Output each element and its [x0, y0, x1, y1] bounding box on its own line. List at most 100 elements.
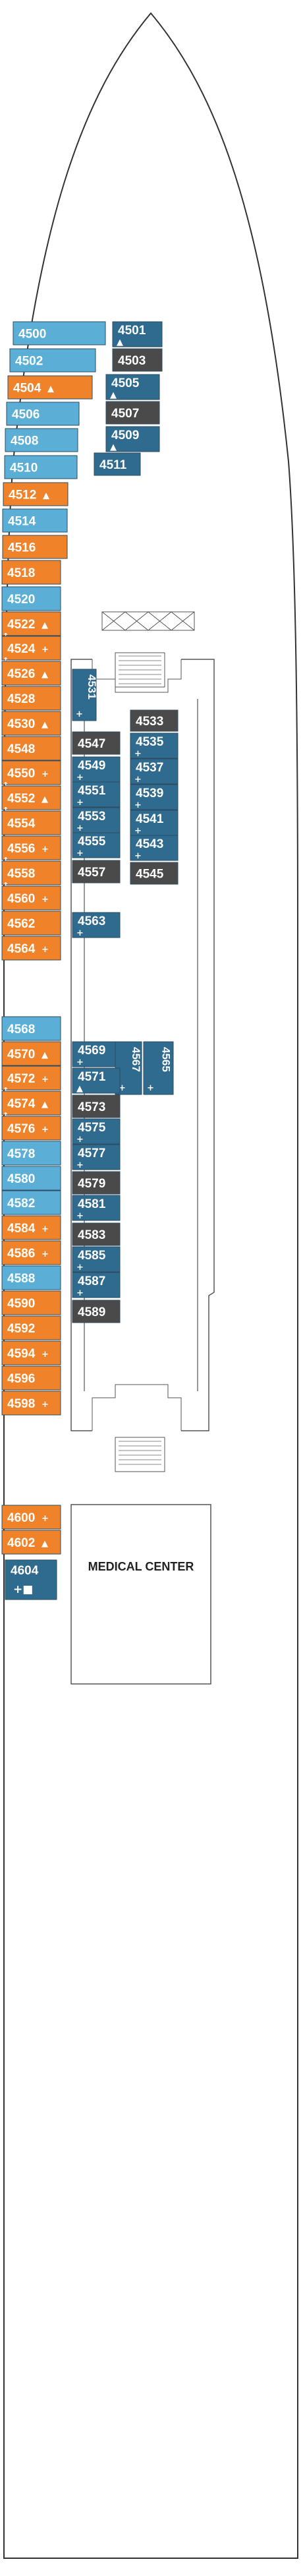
cabin-4550[interactable]: 4550 + ↕ — [1, 760, 61, 789]
cabin-box[interactable] — [1, 1530, 61, 1555]
cabin-4564[interactable]: 4564 + — [1, 936, 61, 961]
cabin-box[interactable] — [112, 348, 163, 372]
cabin-4558[interactable]: 4558↕ — [1, 860, 61, 889]
cabin-box[interactable] — [1, 860, 61, 885]
cabin-4503[interactable]: 4503 — [112, 348, 163, 372]
cabin-4576[interactable]: 4576 + — [1, 1116, 61, 1141]
cabin-4600[interactable]: 4600 + — [1, 1505, 61, 1530]
cabin-box[interactable] — [1, 785, 61, 810]
cabin-box[interactable] — [1, 1340, 61, 1365]
cabin-4514[interactable]: 4514 — [2, 508, 68, 533]
cabin-4505[interactable]: 4505▲ — [105, 374, 160, 400]
cabin-4506[interactable]: 4506 — [6, 402, 80, 426]
cabin-box[interactable] — [105, 426, 160, 452]
cabin-4586[interactable]: 4586 + — [1, 1240, 61, 1265]
cabin-box[interactable] — [72, 669, 97, 721]
cabin-4543[interactable]: 4543+ — [130, 835, 179, 861]
cabin-box[interactable] — [1, 1091, 61, 1116]
cabin-box[interactable] — [130, 862, 179, 885]
cabin-box[interactable] — [1, 560, 61, 585]
cabin-4508[interactable]: 4508 — [5, 428, 78, 452]
cabin-box[interactable] — [1, 686, 61, 711]
cabin-4507[interactable]: 4507 — [105, 401, 160, 425]
cabin-box[interactable] — [72, 1195, 121, 1221]
cabin-4512[interactable]: 4512 ▲ — [3, 482, 69, 506]
cabin-box[interactable] — [1, 835, 61, 860]
cabin-box[interactable] — [1, 736, 61, 761]
cabin-4552[interactable]: 4552 ▲ ↕ — [1, 785, 61, 814]
cabin-4562[interactable]: 4562 — [1, 911, 61, 936]
cabin-4563[interactable]: 4563+ — [72, 912, 121, 938]
cabin-box[interactable] — [1, 1041, 61, 1066]
cabin-4557[interactable]: 4557 — [72, 860, 121, 884]
cabin-4502[interactable]: 4502 — [9, 348, 96, 373]
cabin-box[interactable] — [72, 1272, 121, 1298]
cabin-box[interactable] — [72, 1041, 121, 1067]
cabin-box[interactable] — [1, 911, 61, 936]
cabin-box[interactable] — [112, 321, 163, 347]
cabin-box[interactable] — [130, 835, 179, 861]
cabin-4541[interactable]: 4541+ — [130, 810, 179, 836]
cabin-4573[interactable]: 4573 — [72, 1094, 121, 1118]
cabin-box[interactable] — [1, 1190, 61, 1215]
cabin-4555[interactable]: 4555+ — [72, 832, 121, 858]
cabin-box[interactable] — [72, 1300, 121, 1323]
cabin-box[interactable] — [1, 1290, 61, 1315]
cabin-4553[interactable]: 4553+ — [72, 807, 121, 833]
cabin-4528[interactable]: 4528 — [1, 686, 61, 711]
cabin-box[interactable] — [130, 758, 179, 785]
cabin-4589[interactable]: 4589 — [72, 1300, 121, 1323]
cabin-box[interactable] — [1, 1215, 61, 1240]
cabin-box[interactable] — [72, 1246, 121, 1273]
cabin-4583[interactable]: 4583 — [72, 1222, 121, 1246]
cabin-box[interactable] — [72, 1118, 121, 1145]
cabin-box[interactable] — [9, 348, 96, 373]
cabin-box[interactable] — [1, 1141, 61, 1166]
cabin-4580[interactable]: 4580 — [1, 1166, 61, 1191]
cabin-4578[interactable]: 4578 — [1, 1141, 61, 1166]
cabin-box[interactable] — [72, 807, 121, 833]
cabin-4556[interactable]: 4556 + ↕ — [1, 835, 61, 864]
cabin-4570[interactable]: 4570 ▲ — [1, 1041, 61, 1066]
cabin-box[interactable] — [4, 455, 78, 479]
cabin-4575[interactable]: 4575+ — [72, 1118, 121, 1145]
cabin-4551[interactable]: 4551+ — [72, 781, 121, 808]
cabin-4522[interactable]: 4522▲↕ — [1, 611, 61, 640]
cabin-box[interactable] — [1, 1116, 61, 1141]
cabin-4572[interactable]: 4572 + ↕ — [1, 1065, 61, 1094]
cabin-4539[interactable]: 4539+ — [130, 784, 179, 810]
cabin-box[interactable] — [1, 1265, 61, 1290]
cabin-4531[interactable]: 4531+ — [72, 669, 98, 721]
cabin-box[interactable] — [130, 709, 179, 732]
cabin-4604[interactable]: 4604 +■ — [5, 1559, 57, 1600]
cabin-box[interactable] — [72, 731, 121, 755]
cabin-box[interactable] — [5, 428, 78, 452]
cabin-4545[interactable]: 4545 — [130, 862, 179, 885]
cabin-box[interactable] — [72, 756, 121, 783]
cabin-box[interactable] — [94, 452, 141, 476]
cabin-4549[interactable]: 4549+ — [72, 756, 121, 783]
cabin-box[interactable] — [1, 1365, 61, 1391]
cabin-4554[interactable]: 4554 — [1, 810, 61, 835]
cabin-box[interactable] — [1, 1065, 61, 1091]
cabin-box[interactable] — [72, 1222, 121, 1246]
cabin-box[interactable] — [1, 760, 61, 785]
cabin-box[interactable] — [1, 810, 61, 835]
cabin-4602[interactable]: 4602 ▲ — [1, 1530, 61, 1555]
cabin-box[interactable] — [7, 375, 93, 400]
cabin-4582[interactable]: 4582 — [1, 1190, 61, 1215]
cabin-4500[interactable]: 4500 — [13, 321, 106, 345]
cabin-4518[interactable]: 4518 — [1, 560, 61, 585]
cabin-box[interactable] — [1, 1166, 61, 1191]
cabin-4535[interactable]: 4535+ — [130, 733, 179, 759]
cabin-4585[interactable]: 4585+ — [72, 1246, 121, 1273]
cabin-box[interactable] — [72, 781, 121, 808]
cabin-box[interactable] — [1, 885, 61, 911]
cabin-4571[interactable]: 4571▲ — [72, 1067, 121, 1094]
cabin-box[interactable] — [2, 508, 68, 533]
cabin-4511[interactable]: 4511 — [94, 452, 141, 476]
cabin-box[interactable] — [13, 321, 106, 345]
cabin-box[interactable] — [1, 1016, 61, 1041]
cabin-box[interactable] — [72, 860, 121, 884]
cabin-box[interactable] — [143, 1041, 174, 1095]
